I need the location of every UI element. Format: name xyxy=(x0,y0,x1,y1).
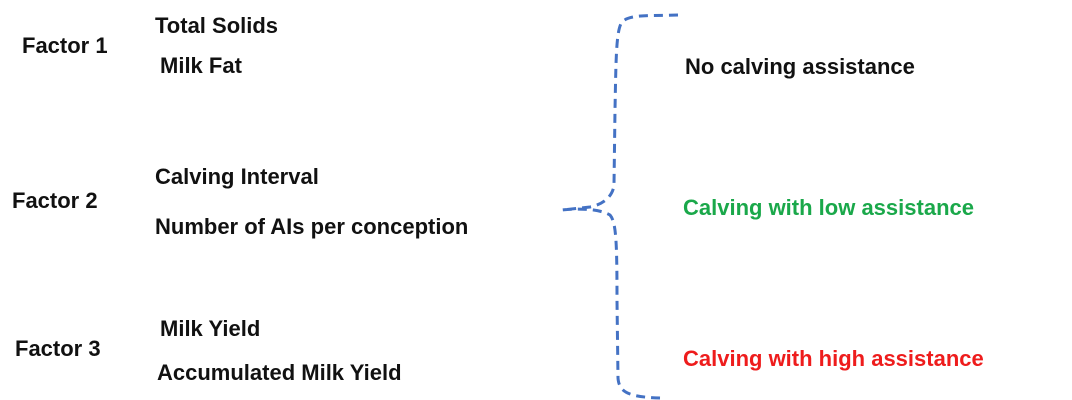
factor-item: Accumulated Milk Yield xyxy=(157,360,402,385)
factor-item: Number of AIs per conception xyxy=(155,214,468,239)
factor-label: Factor 3 xyxy=(15,336,101,361)
factor-item: Total Solids xyxy=(155,13,278,38)
outcome-label: Calving with high assistance xyxy=(683,346,984,371)
factor-item: Milk Yield xyxy=(160,316,260,341)
factor-label: Factor 2 xyxy=(12,188,98,213)
outcome-label: Calving with low assistance xyxy=(683,195,974,220)
factor-item: Calving Interval xyxy=(155,164,319,189)
outcome-label: No calving assistance xyxy=(685,54,915,79)
factor-label: Factor 1 xyxy=(22,33,108,58)
brace xyxy=(561,13,679,400)
factor-item: Milk Fat xyxy=(160,53,243,78)
